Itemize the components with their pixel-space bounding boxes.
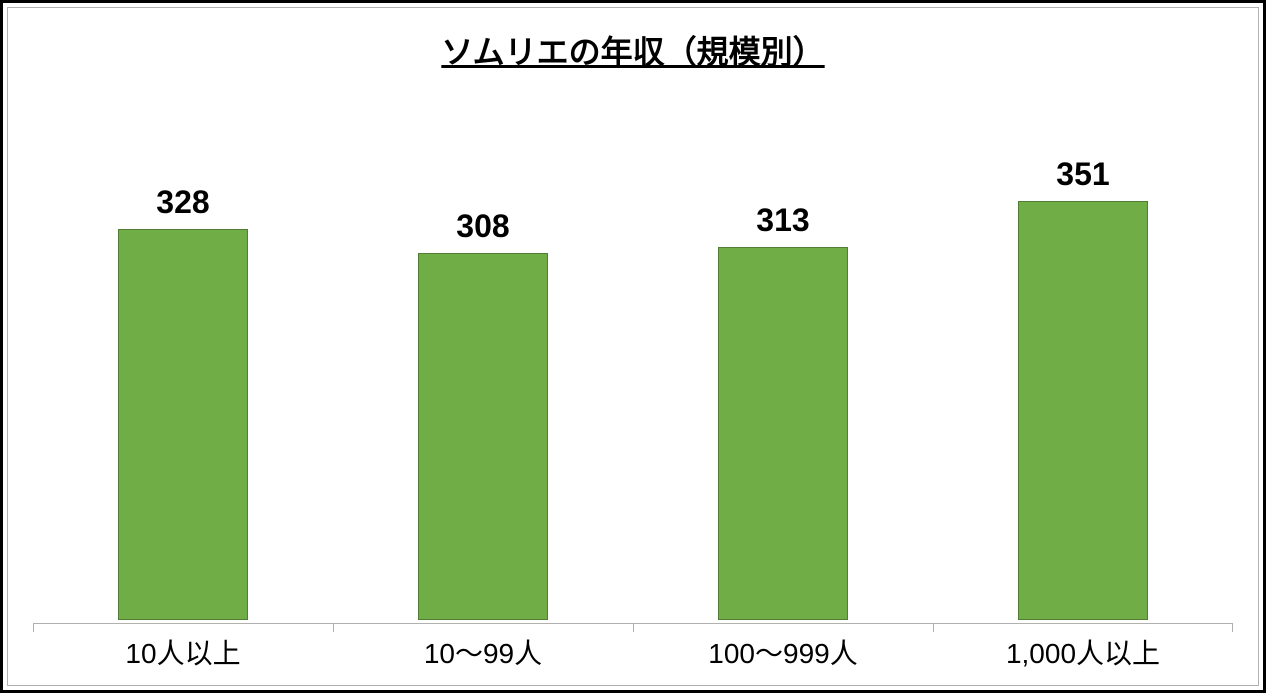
bar-group-2: 313 (633, 93, 933, 620)
bar-group-1: 308 (333, 93, 633, 620)
x-label-3: 1,000人以上 (933, 623, 1233, 672)
bar-value-2: 313 (756, 202, 809, 239)
x-label-2: 100～999人 (633, 623, 933, 672)
bar-group-3: 351 (933, 93, 1233, 620)
x-label-1: 10～99人 (333, 623, 633, 672)
chart-container: ソムリエの年収（規模別） 328 308 313 351 10人以上 10～99… (0, 0, 1266, 693)
bar-group-0: 328 (33, 93, 333, 620)
bar-value-0: 328 (156, 184, 209, 221)
plot-area: 328 308 313 351 (33, 93, 1233, 620)
bar-3 (1018, 201, 1148, 620)
bar-value-3: 351 (1056, 156, 1109, 193)
bar-value-1: 308 (456, 208, 509, 245)
bar-0 (118, 229, 248, 620)
bar-2 (718, 247, 848, 620)
bar-1 (418, 253, 548, 620)
x-axis: 10人以上 10～99人 100～999人 1,000人以上 (33, 623, 1233, 672)
x-label-0: 10人以上 (33, 623, 333, 672)
